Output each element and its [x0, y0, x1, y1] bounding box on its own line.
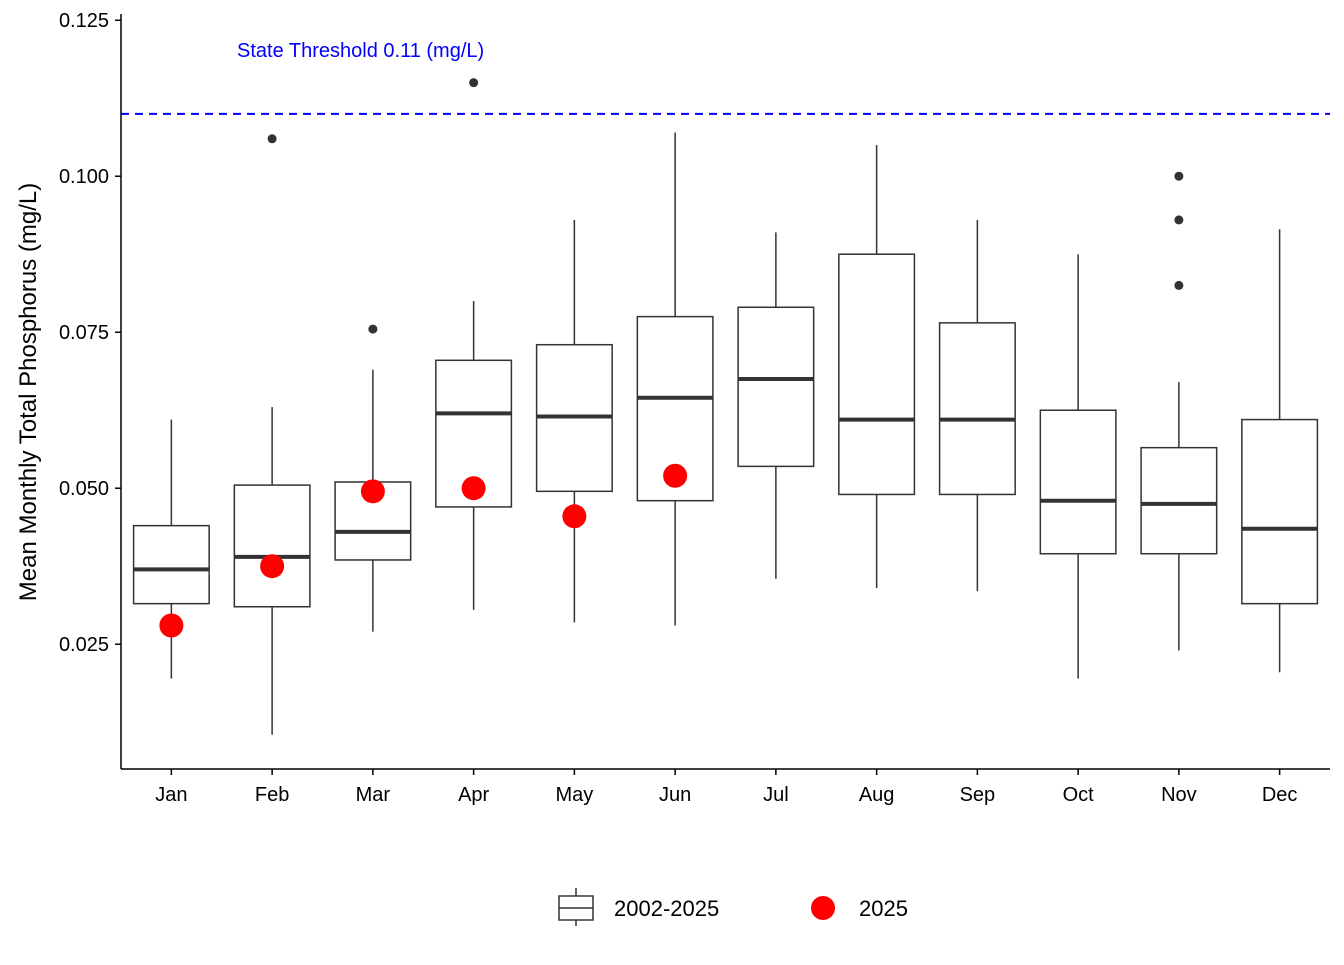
box-aug: [838, 145, 916, 589]
legend-key-point: [811, 896, 835, 920]
legend-label-points: 2025: [859, 896, 908, 921]
x-tick-label: Sep: [960, 784, 996, 806]
y-tick-label: 0.125: [59, 10, 109, 32]
x-tick-label: Jan: [155, 784, 187, 806]
x-tick-label: Mar: [356, 784, 391, 806]
x-tick-label: Oct: [1063, 784, 1095, 806]
axes: 0.025 0.050 0.075 0.100 0.125 Jan Feb Mar Apr May…: [59, 10, 1330, 806]
outlier-point: [1174, 171, 1184, 181]
box-iqr: [1140, 446, 1218, 555]
y-tick-label: 0.075: [59, 322, 109, 344]
box-jul: [737, 232, 815, 579]
box-jan: [132, 419, 210, 679]
x-tick-label: Jun: [659, 784, 691, 806]
box-oct: [1039, 254, 1117, 679]
legend: 2002-2025 2025: [558, 888, 908, 926]
y-tick-label: 0.025: [59, 634, 109, 656]
x-tick-label: Nov: [1161, 784, 1197, 806]
plot-area: [121, 78, 1330, 735]
outlier-point: [1174, 215, 1184, 225]
outlier-point: [267, 134, 277, 144]
point-2025-feb: [260, 554, 285, 579]
x-tick-label: Dec: [1262, 784, 1298, 806]
x-tick-label: Jul: [763, 784, 789, 806]
box-may: [535, 219, 613, 623]
box-apr: [435, 78, 513, 610]
box-iqr: [737, 306, 815, 468]
box-dec: [1241, 229, 1319, 673]
y-tick-label: 0.100: [59, 166, 109, 188]
x-tick-label: Feb: [255, 784, 289, 806]
outlier-point: [469, 78, 479, 88]
outlier-point: [1174, 280, 1184, 290]
legend-label-boxes: 2002-2025: [614, 896, 719, 921]
box-jun: [636, 132, 714, 626]
box-iqr: [1039, 409, 1117, 555]
box-iqr: [938, 322, 1016, 496]
x-tick-label: Apr: [458, 784, 489, 806]
legend-key-box: [558, 888, 594, 926]
x-tick-label: May: [555, 784, 593, 806]
point-2025-may: [562, 504, 587, 529]
box-iqr: [132, 524, 210, 605]
box-mar: [334, 324, 412, 632]
threshold-label: State Threshold 0.11 (mg/L): [237, 40, 484, 62]
x-tick-label: Aug: [859, 784, 895, 806]
y-tick-label: 0.050: [59, 478, 109, 500]
box-nov: [1140, 171, 1218, 651]
point-2025-apr: [461, 476, 486, 501]
point-2025-jan: [159, 613, 184, 638]
box-sep: [938, 219, 1016, 592]
box-iqr: [233, 484, 311, 608]
outlier-point: [368, 324, 378, 334]
box-feb: [233, 134, 311, 735]
y-axis-title: Mean Monthly Total Phosphorus (mg/L): [15, 183, 42, 601]
box-iqr: [838, 253, 916, 496]
point-2025-mar: [360, 479, 385, 504]
box-iqr: [1241, 418, 1319, 605]
point-2025-jun: [663, 463, 688, 488]
